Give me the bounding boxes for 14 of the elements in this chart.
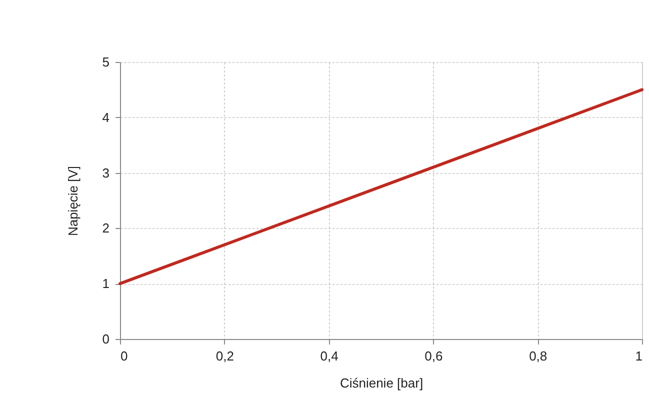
- y-tick-label: 5: [102, 54, 110, 70]
- y-tick-label: 1: [102, 276, 110, 292]
- y-tick-label: 4: [102, 110, 110, 125]
- x-tick-label: 0,8: [529, 348, 548, 364]
- x-tick-label: 0,6: [424, 348, 443, 364]
- x-tick-label: 0: [120, 348, 128, 364]
- y-tick-label: 2: [102, 220, 110, 236]
- y-tick-label: 0: [102, 332, 110, 346]
- x-tick-label: 0,4: [320, 348, 338, 364]
- x-axis-title: Ciśnienie [bar]: [340, 376, 424, 390]
- x-tick-label: 1: [635, 348, 642, 364]
- y-axis-title: Napięcie [V]: [65, 166, 80, 236]
- y-tick-label: 3: [102, 165, 110, 180]
- x-tick-label: 0,2: [216, 348, 234, 364]
